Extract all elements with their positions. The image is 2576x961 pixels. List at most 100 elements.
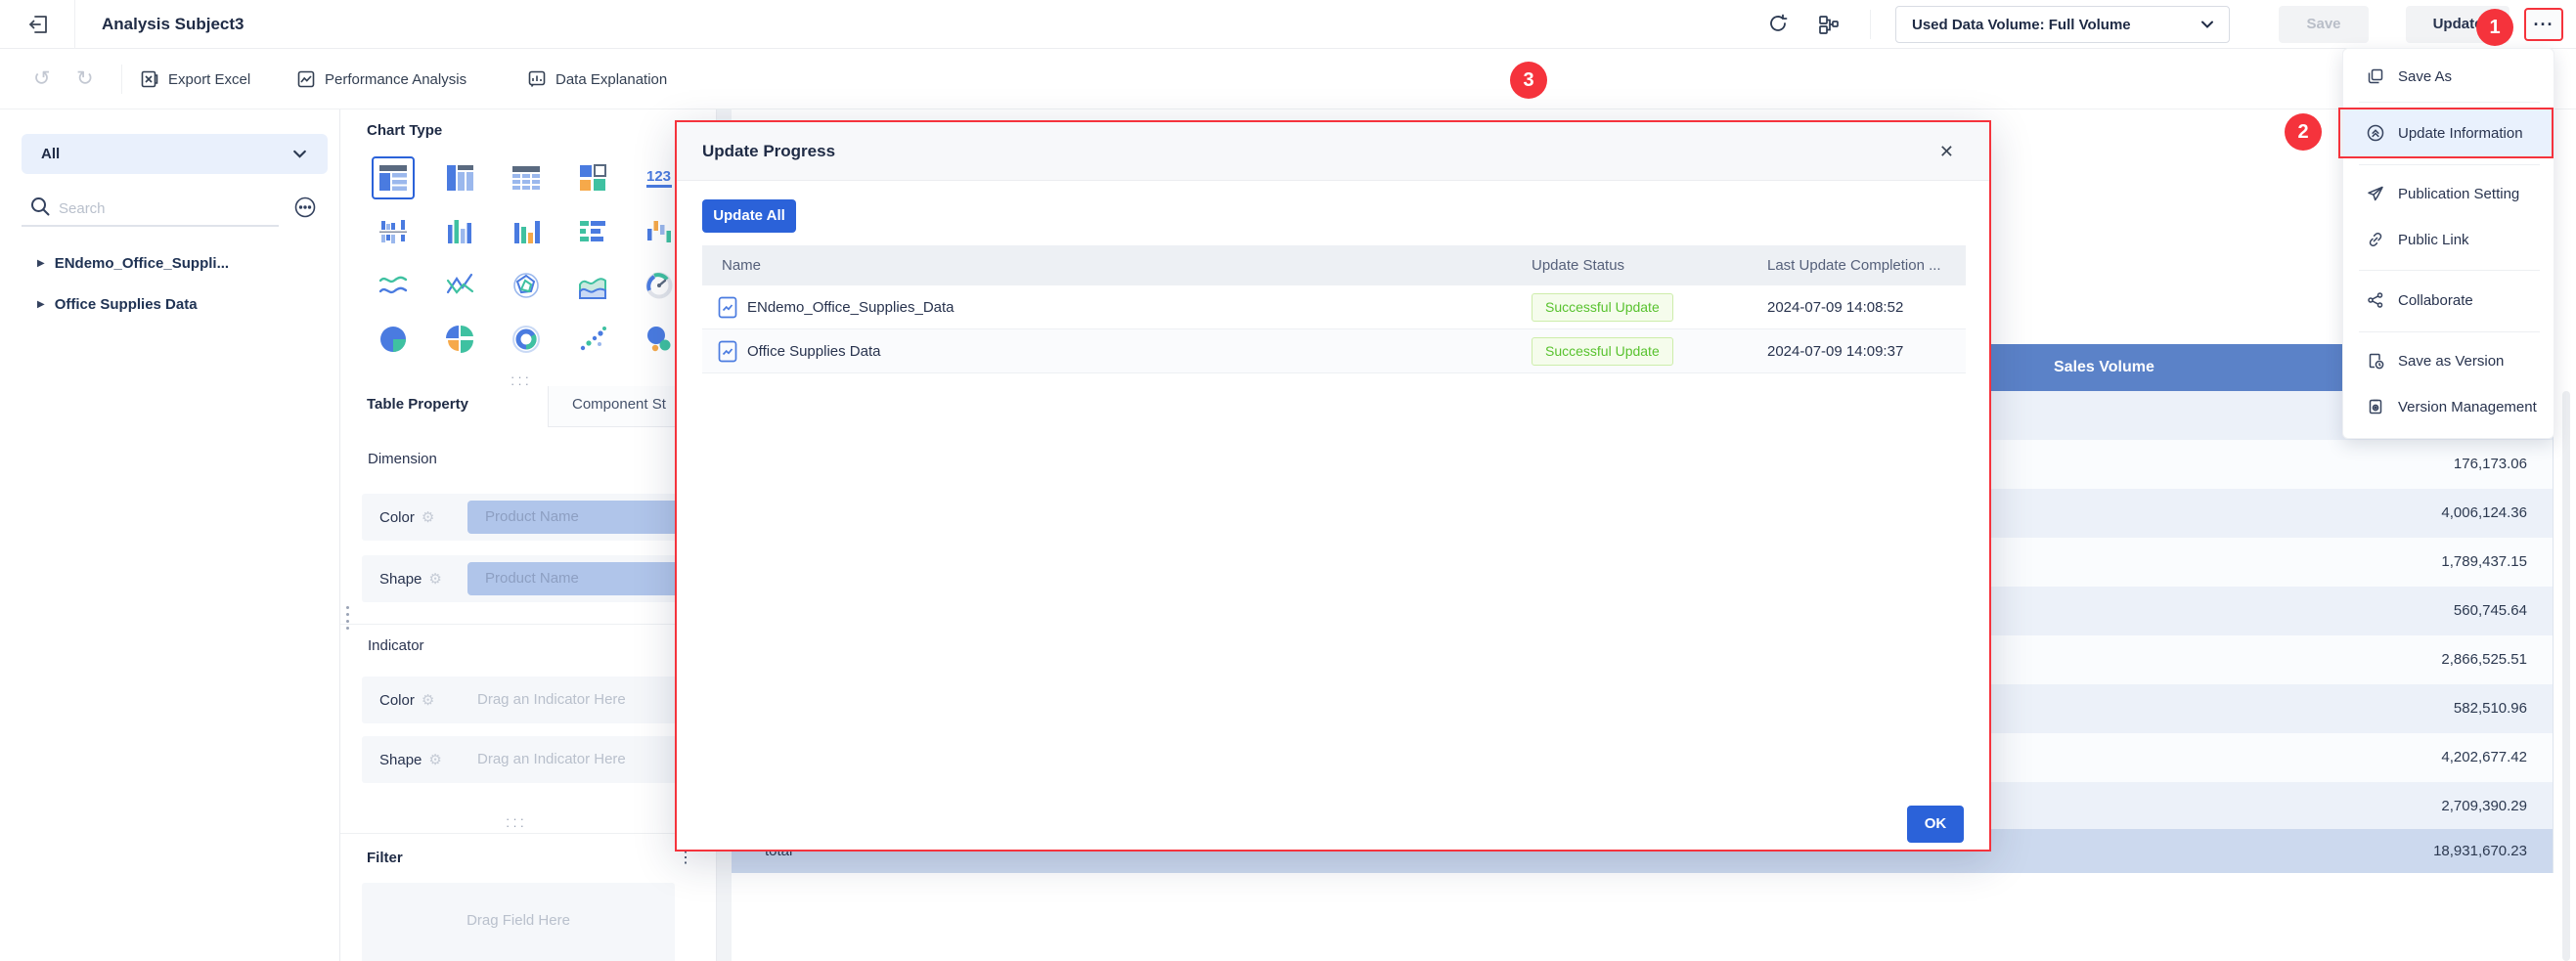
- indicator-shape-dropzone[interactable]: Drag an Indicator Here: [477, 751, 626, 767]
- menu-item-collaborate[interactable]: Collaborate: [2343, 279, 2555, 322]
- caret-right-icon[interactable]: ▶: [37, 298, 45, 310]
- indicator-color-dropzone[interactable]: Drag an Indicator Here: [477, 691, 626, 708]
- chart-type-data-table[interactable]: [505, 156, 548, 199]
- chart-type-group-table[interactable]: [438, 156, 481, 199]
- menu-divider: [2359, 164, 2540, 165]
- col-name: Name: [722, 257, 762, 274]
- tree-item-label: ENdemo_Office_Suppli...: [54, 254, 230, 272]
- chart-type-multi-line[interactable]: [438, 264, 481, 307]
- undo-icon[interactable]: ↺: [33, 67, 51, 90]
- update-information-icon: [2367, 124, 2384, 142]
- chart-type-histogram[interactable]: [438, 210, 481, 253]
- menu-item-public-link[interactable]: Public Link: [2343, 218, 2555, 261]
- dimension-color-label: Color: [379, 508, 415, 526]
- chart-type-gauge[interactable]: [638, 264, 681, 307]
- chart-type-bubble[interactable]: [638, 318, 681, 361]
- chart-type-colored-bar[interactable]: [505, 210, 548, 253]
- menu-item-publication-setting[interactable]: Publication Setting: [2343, 172, 2555, 215]
- modal-table-header: Name Update Status Last Update Completio…: [702, 245, 1966, 285]
- redo-icon[interactable]: ↻: [76, 67, 94, 90]
- chart-type-multi-bar[interactable]: [372, 210, 415, 253]
- dataset-scope-dropdown[interactable]: All: [22, 134, 328, 174]
- indicator-color-label: Color: [379, 691, 415, 709]
- chart-type-radar[interactable]: [505, 264, 548, 307]
- public-link-icon: [2369, 232, 2382, 247]
- menu-item-label: Publication Setting: [2398, 185, 2520, 202]
- dimension-shape-field[interactable]: Product Name: [467, 562, 692, 595]
- search-more-icon[interactable]: [293, 196, 317, 224]
- chart-type-horizontal-bar[interactable]: [571, 210, 614, 253]
- indicator-shape-label: Shape: [379, 751, 422, 768]
- data-volume-label: Used Data Volume: Full Volume: [1912, 16, 2131, 33]
- search-input[interactable]: [57, 194, 262, 223]
- menu-item-label: Save as Version: [2398, 352, 2505, 370]
- menu-item-label: Version Management: [2398, 398, 2537, 415]
- data-explanation-button[interactable]: Data Explanation: [527, 49, 667, 109]
- data-explanation-icon: [528, 70, 546, 87]
- panel-resize-handle[interactable]: [346, 606, 349, 630]
- gear-icon[interactable]: ⚙: [428, 571, 442, 588]
- collapse-sidebar-icon[interactable]: [27, 14, 49, 40]
- dimension-shape-row: Shape ⚙ Product Name: [362, 555, 704, 602]
- menu-item-version-management[interactable]: Version Management: [2343, 385, 2555, 428]
- menu-divider: [2359, 102, 2540, 103]
- top-bar: Analysis Subject3 Used Data Volume: Full…: [0, 0, 2576, 49]
- dimension-color-field[interactable]: Product Name: [467, 501, 692, 534]
- table-row[interactable]: Office Supplies Data Successful Update 2…: [702, 329, 1966, 373]
- close-icon[interactable]: ✕: [1938, 142, 1954, 161]
- menu-item-save-as[interactable]: Save As: [2343, 55, 2555, 98]
- chart-type-scatter[interactable]: [571, 318, 614, 361]
- annotation-step-3: 3: [1510, 62, 1547, 99]
- gear-icon[interactable]: ⚙: [428, 752, 442, 768]
- chart-type-rose-pie[interactable]: [438, 318, 481, 361]
- filter-more-icon[interactable]: ⋮: [678, 850, 693, 866]
- menu-item-label: Save As: [2398, 67, 2453, 85]
- update-all-button[interactable]: Update All: [702, 199, 796, 233]
- data-volume-dropdown[interactable]: Used Data Volume: Full Volume: [1895, 6, 2230, 43]
- col-update-status: Update Status: [1532, 257, 1625, 274]
- annotation-step-1: 1: [2476, 9, 2513, 46]
- menu-item-update-information[interactable]: Update Information: [2343, 109, 2555, 156]
- vertical-scrollbar[interactable]: [2562, 391, 2570, 961]
- chart-type-title: Chart Type: [367, 122, 443, 139]
- chart-panel-drag-handle[interactable]: ··· ···: [511, 370, 532, 391]
- dimension-title: Dimension: [368, 451, 437, 467]
- menu-item-label: Update Information: [2398, 124, 2523, 142]
- dataset-sidebar: All ▶ ENdemo_Office_Suppli... ▶ Office S…: [0, 109, 340, 961]
- page-title: Analysis Subject3: [102, 15, 244, 33]
- export-excel-button[interactable]: Export Excel: [140, 49, 250, 109]
- more-menu-button[interactable]: ···: [2524, 8, 2563, 41]
- save-button[interactable]: Save: [2279, 6, 2369, 43]
- table-row[interactable]: ENdemo_Office_Supplies_Data Successful U…: [702, 285, 1966, 329]
- caret-right-icon[interactable]: ▶: [37, 257, 45, 269]
- chart-type-waterfall[interactable]: [638, 210, 681, 253]
- collaborate-icon: [2368, 292, 2383, 308]
- filter-dropzone[interactable]: Drag Field Here: [362, 883, 675, 961]
- chart-type-block[interactable]: [571, 156, 614, 199]
- ok-button[interactable]: OK: [1907, 806, 1964, 843]
- property-panel: Chart Type 123: [340, 109, 717, 961]
- workflow-icon[interactable]: [1817, 13, 1841, 41]
- tab-component-style[interactable]: Component St: [572, 396, 666, 413]
- status-badge: Successful Update: [1532, 337, 1673, 366]
- chart-type-pie[interactable]: [372, 318, 415, 361]
- publication-setting-icon: [2368, 186, 2383, 201]
- performance-analysis-button[interactable]: Performance Analysis: [296, 49, 466, 109]
- chart-type-donut[interactable]: [505, 318, 548, 361]
- refresh-icon[interactable]: [1766, 12, 1790, 41]
- dimension-shape-label: Shape: [379, 570, 422, 588]
- chart-type-numeric[interactable]: 123: [638, 156, 681, 199]
- gear-icon[interactable]: ⚙: [421, 692, 435, 709]
- menu-item-save-as-version[interactable]: Save as Version: [2343, 339, 2555, 382]
- indicator-drag-handle[interactable]: ··· ···: [506, 811, 527, 833]
- chart-type-detail-table[interactable]: [372, 156, 415, 199]
- tab-table-property[interactable]: Table Property: [367, 396, 468, 413]
- indicator-color-row: Color ⚙ Drag an Indicator Here: [362, 677, 704, 723]
- sidebar-item-endemo-office-supplies[interactable]: ▶ ENdemo_Office_Suppli...: [0, 246, 340, 280]
- chart-type-area[interactable]: [571, 264, 614, 307]
- sidebar-item-office-supplies-data[interactable]: ▶ Office Supplies Data: [0, 287, 340, 321]
- gear-icon[interactable]: ⚙: [421, 509, 435, 526]
- chart-type-line[interactable]: [372, 264, 415, 307]
- modal-title: Update Progress: [702, 142, 836, 160]
